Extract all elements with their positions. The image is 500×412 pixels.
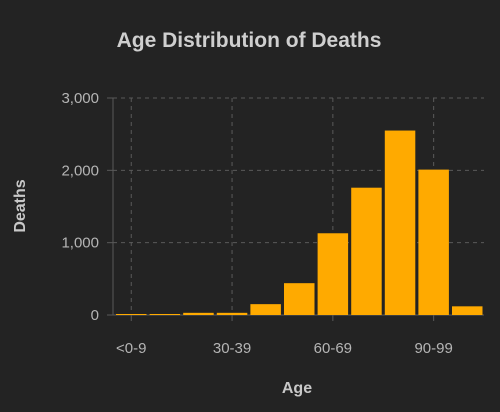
y-axis-label: Deaths: [12, 179, 29, 232]
x-tick-label: 60-69: [314, 340, 352, 357]
bar: [183, 312, 214, 315]
bar: [384, 130, 416, 315]
bar: [284, 283, 315, 315]
x-axis-label: Age: [282, 380, 312, 397]
bar: [452, 306, 483, 315]
bar: [216, 312, 248, 315]
x-tick-label: <0-9: [116, 340, 146, 357]
bar: [418, 169, 449, 315]
x-tick-label: 90-99: [414, 340, 452, 357]
chart-title: Age Distribution of Deaths: [117, 29, 382, 52]
bar: [149, 314, 181, 315]
x-tick-label: 30-39: [213, 340, 251, 357]
bar: [317, 233, 349, 315]
grid-lines: [113, 97, 484, 315]
y-tick-label: 2,000: [61, 162, 99, 179]
bar: [250, 304, 281, 315]
y-tick-label: 3,000: [61, 90, 99, 107]
bars: [116, 130, 483, 315]
x-ticks: <0-9 30-39 60-69 90-99: [116, 340, 453, 357]
bar: [351, 187, 382, 315]
y-tick-label: 0: [91, 307, 99, 324]
y-ticks: 0 1,000 2,000 3,000: [61, 90, 99, 324]
y-tick-label: 1,000: [61, 235, 99, 252]
bar: [116, 314, 147, 315]
